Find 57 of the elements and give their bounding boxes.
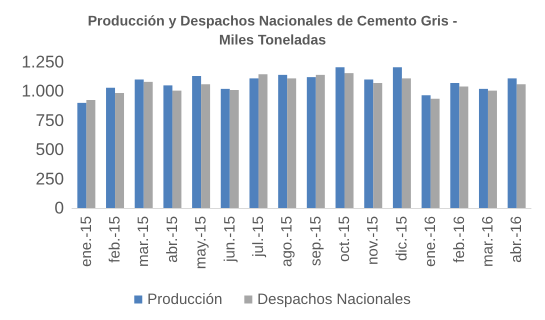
bar	[430, 98, 440, 208]
x-tick-label: may.-15	[192, 216, 210, 270]
bar	[516, 84, 526, 208]
x-tick-label: ene.-15	[78, 216, 95, 267]
bar	[488, 90, 497, 208]
y-tick-label: 0	[54, 198, 64, 218]
y-tick-label: 1.000	[21, 82, 64, 101]
bar	[278, 74, 288, 208]
x-tick-label: ene.-16	[422, 216, 440, 267]
y-tick-label: 250	[36, 169, 64, 188]
legend-label: Producción	[147, 291, 222, 308]
bar	[422, 95, 431, 208]
y-tick-label: 500	[36, 140, 64, 160]
x-tick-label: jun.-15	[221, 216, 238, 263]
bar	[249, 78, 258, 208]
x-tick-label: mar.-15	[135, 216, 152, 267]
x-tick-label: nov.-15	[364, 216, 382, 265]
bar	[478, 88, 488, 208]
bar	[450, 83, 460, 208]
bar	[201, 84, 210, 208]
bar	[144, 82, 153, 208]
x-tick-label: feb.-16	[450, 216, 468, 263]
legend-label: Despachos Nacionales	[257, 291, 411, 308]
chart-title: Producción y Despachos Nacionales de Cemento Gris - Miles Toneladas	[88, 12, 458, 48]
bar	[192, 76, 202, 208]
bar	[316, 74, 325, 208]
y-tick-label: 1.250	[21, 52, 64, 72]
bar	[115, 92, 124, 208]
bar	[163, 85, 172, 208]
bar	[344, 73, 354, 208]
bar	[106, 88, 116, 208]
bar	[459, 86, 468, 208]
x-tick-label: feb.-15	[106, 216, 124, 263]
x-tick-label: oct.-15	[336, 216, 354, 262]
x-tick-label: abr.-16	[508, 216, 526, 263]
y-tick-label: 750	[36, 110, 64, 130]
x-tick-label: jul.-15	[250, 216, 267, 258]
bar	[336, 67, 345, 208]
bar	[134, 80, 144, 208]
bar	[172, 90, 182, 208]
bar	[402, 78, 411, 208]
bar	[364, 80, 374, 208]
x-tick-label: mar.-16	[479, 216, 496, 267]
bar	[287, 78, 296, 208]
x-tick-label: abr.-15	[164, 216, 181, 263]
bar	[306, 77, 316, 208]
bar	[508, 78, 517, 208]
bar	[392, 67, 402, 208]
bar	[258, 74, 268, 208]
bar	[77, 102, 86, 208]
bar	[230, 90, 239, 208]
x-tick-label: ago.-15	[278, 216, 296, 267]
x-tick-label: sep.-15	[307, 216, 324, 266]
bar	[86, 100, 96, 208]
bar	[220, 88, 230, 208]
x-tick-label: dic.-15	[393, 216, 410, 262]
bar	[373, 83, 382, 208]
